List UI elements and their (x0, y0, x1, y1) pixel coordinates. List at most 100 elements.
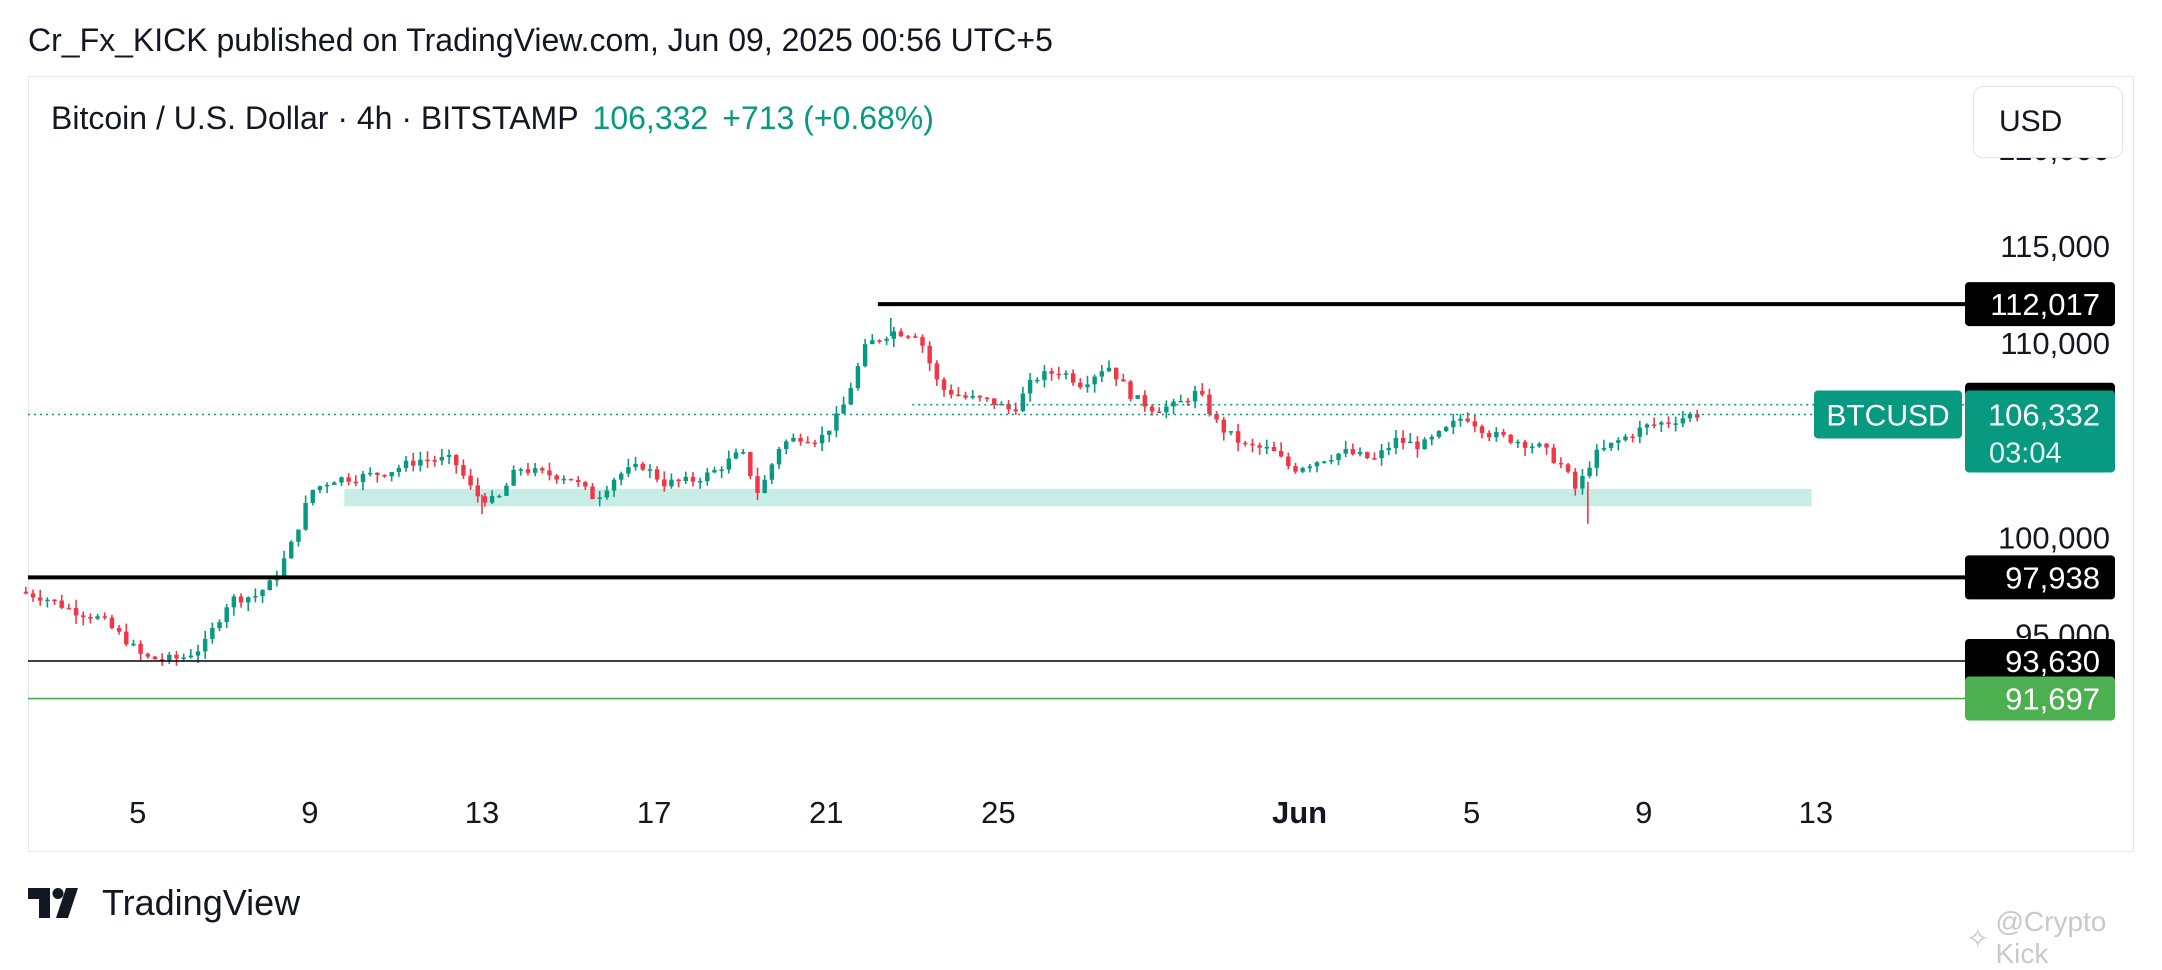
candle-up (282, 558, 286, 577)
candle-up (95, 616, 99, 618)
candle-up (1494, 432, 1498, 437)
candle-up (1343, 449, 1347, 454)
candle-down (877, 340, 881, 342)
candle-down (52, 600, 56, 602)
candle-down (547, 470, 551, 475)
candle-down (1523, 442, 1527, 448)
candle-down (576, 480, 580, 482)
candle-down (1200, 391, 1204, 395)
candle-up (791, 438, 795, 441)
price-chart[interactable]: 120,000115,000110,000100,00095,000112,01… (0, 0, 2162, 948)
candle-down (1508, 435, 1512, 443)
candle-up (519, 469, 523, 471)
candle-up (1595, 450, 1599, 468)
candle-up (870, 340, 874, 344)
candle-up (741, 452, 745, 454)
candle-up (1042, 371, 1046, 380)
candle-down (691, 477, 695, 482)
x-tick-label: 17 (637, 795, 671, 830)
candle-up (490, 496, 494, 503)
candle-down (949, 390, 953, 395)
candle-down (540, 468, 544, 470)
level-label-97938: 97,938 (2005, 560, 2100, 595)
candle-down (1186, 401, 1190, 403)
candle-up (970, 396, 974, 398)
candle-up (1609, 443, 1613, 448)
candle-up (669, 480, 673, 487)
candle-down (124, 632, 128, 645)
candle-up (1623, 436, 1627, 440)
candle-up (1265, 447, 1269, 449)
candle-down (899, 331, 903, 336)
candle-up (684, 477, 688, 481)
candle-up (1530, 447, 1534, 449)
candle-down (1114, 368, 1118, 380)
candle-down (805, 442, 809, 444)
candle-up (1580, 476, 1584, 489)
candle-up (712, 470, 716, 472)
candle-down (67, 608, 71, 610)
candle-down (74, 608, 78, 615)
candle-up (1537, 444, 1541, 447)
y-tick-label: 100,000 (1998, 520, 2110, 555)
candle-down (676, 480, 680, 482)
candle-down (346, 477, 350, 481)
x-tick-label: 5 (129, 795, 146, 830)
candle-up (856, 366, 860, 388)
candle-down (1049, 371, 1053, 374)
candle-up (1681, 418, 1685, 423)
candle-up (167, 655, 171, 661)
candle-down (748, 452, 752, 476)
level-label-91697: 91,697 (2005, 682, 2100, 717)
candle-up (318, 486, 322, 490)
candle-down (655, 469, 659, 479)
candle-down (992, 398, 996, 405)
countdown-label: 03:04 (1989, 437, 2062, 469)
candle-down (1157, 412, 1161, 414)
candle-up (1179, 401, 1183, 403)
candle-up (504, 486, 508, 496)
candle-down (239, 597, 243, 603)
candle-up (1164, 407, 1168, 413)
candle-up (1408, 442, 1412, 444)
candle-up (1516, 442, 1520, 444)
candle-up (1638, 428, 1642, 437)
candle-up (1322, 461, 1326, 463)
candle-down (1552, 448, 1556, 463)
candle-down (1566, 464, 1570, 471)
candle-down (569, 479, 573, 481)
candle-down (1078, 383, 1082, 388)
candle-up (1085, 384, 1089, 387)
candle-down (1573, 472, 1577, 489)
candle-up (820, 435, 824, 444)
candle-up (1422, 439, 1426, 449)
candle-down (590, 486, 594, 499)
candle-down (1401, 438, 1405, 443)
candle-up (849, 388, 853, 404)
x-tick-label: 21 (809, 795, 843, 830)
currency-button[interactable]: USD (1973, 86, 2123, 158)
candle-down (798, 438, 802, 442)
candle-up (440, 457, 444, 461)
candle-down (1473, 421, 1477, 426)
candle-down (81, 615, 85, 617)
candle-up (1673, 423, 1677, 425)
candle-up (389, 472, 393, 476)
candle-down (1279, 451, 1283, 456)
y-tick-label: 110,000 (2000, 326, 2110, 361)
candle-down (103, 616, 107, 618)
candle-down (59, 601, 63, 608)
candle-up (397, 468, 401, 472)
watermark-text: @Crypto Kick (1995, 906, 2162, 970)
candle-up (1358, 452, 1362, 454)
candle-up (189, 656, 193, 658)
candle-up (181, 657, 185, 659)
candle-down (468, 476, 472, 486)
x-tick-label: Jun (1272, 795, 1327, 830)
watermark-icon: ✧ (1966, 922, 1989, 955)
candle-up (770, 464, 774, 479)
candle-down (88, 617, 92, 619)
candle-up (626, 467, 630, 474)
candle-up (698, 481, 702, 483)
candle-up (296, 530, 300, 542)
